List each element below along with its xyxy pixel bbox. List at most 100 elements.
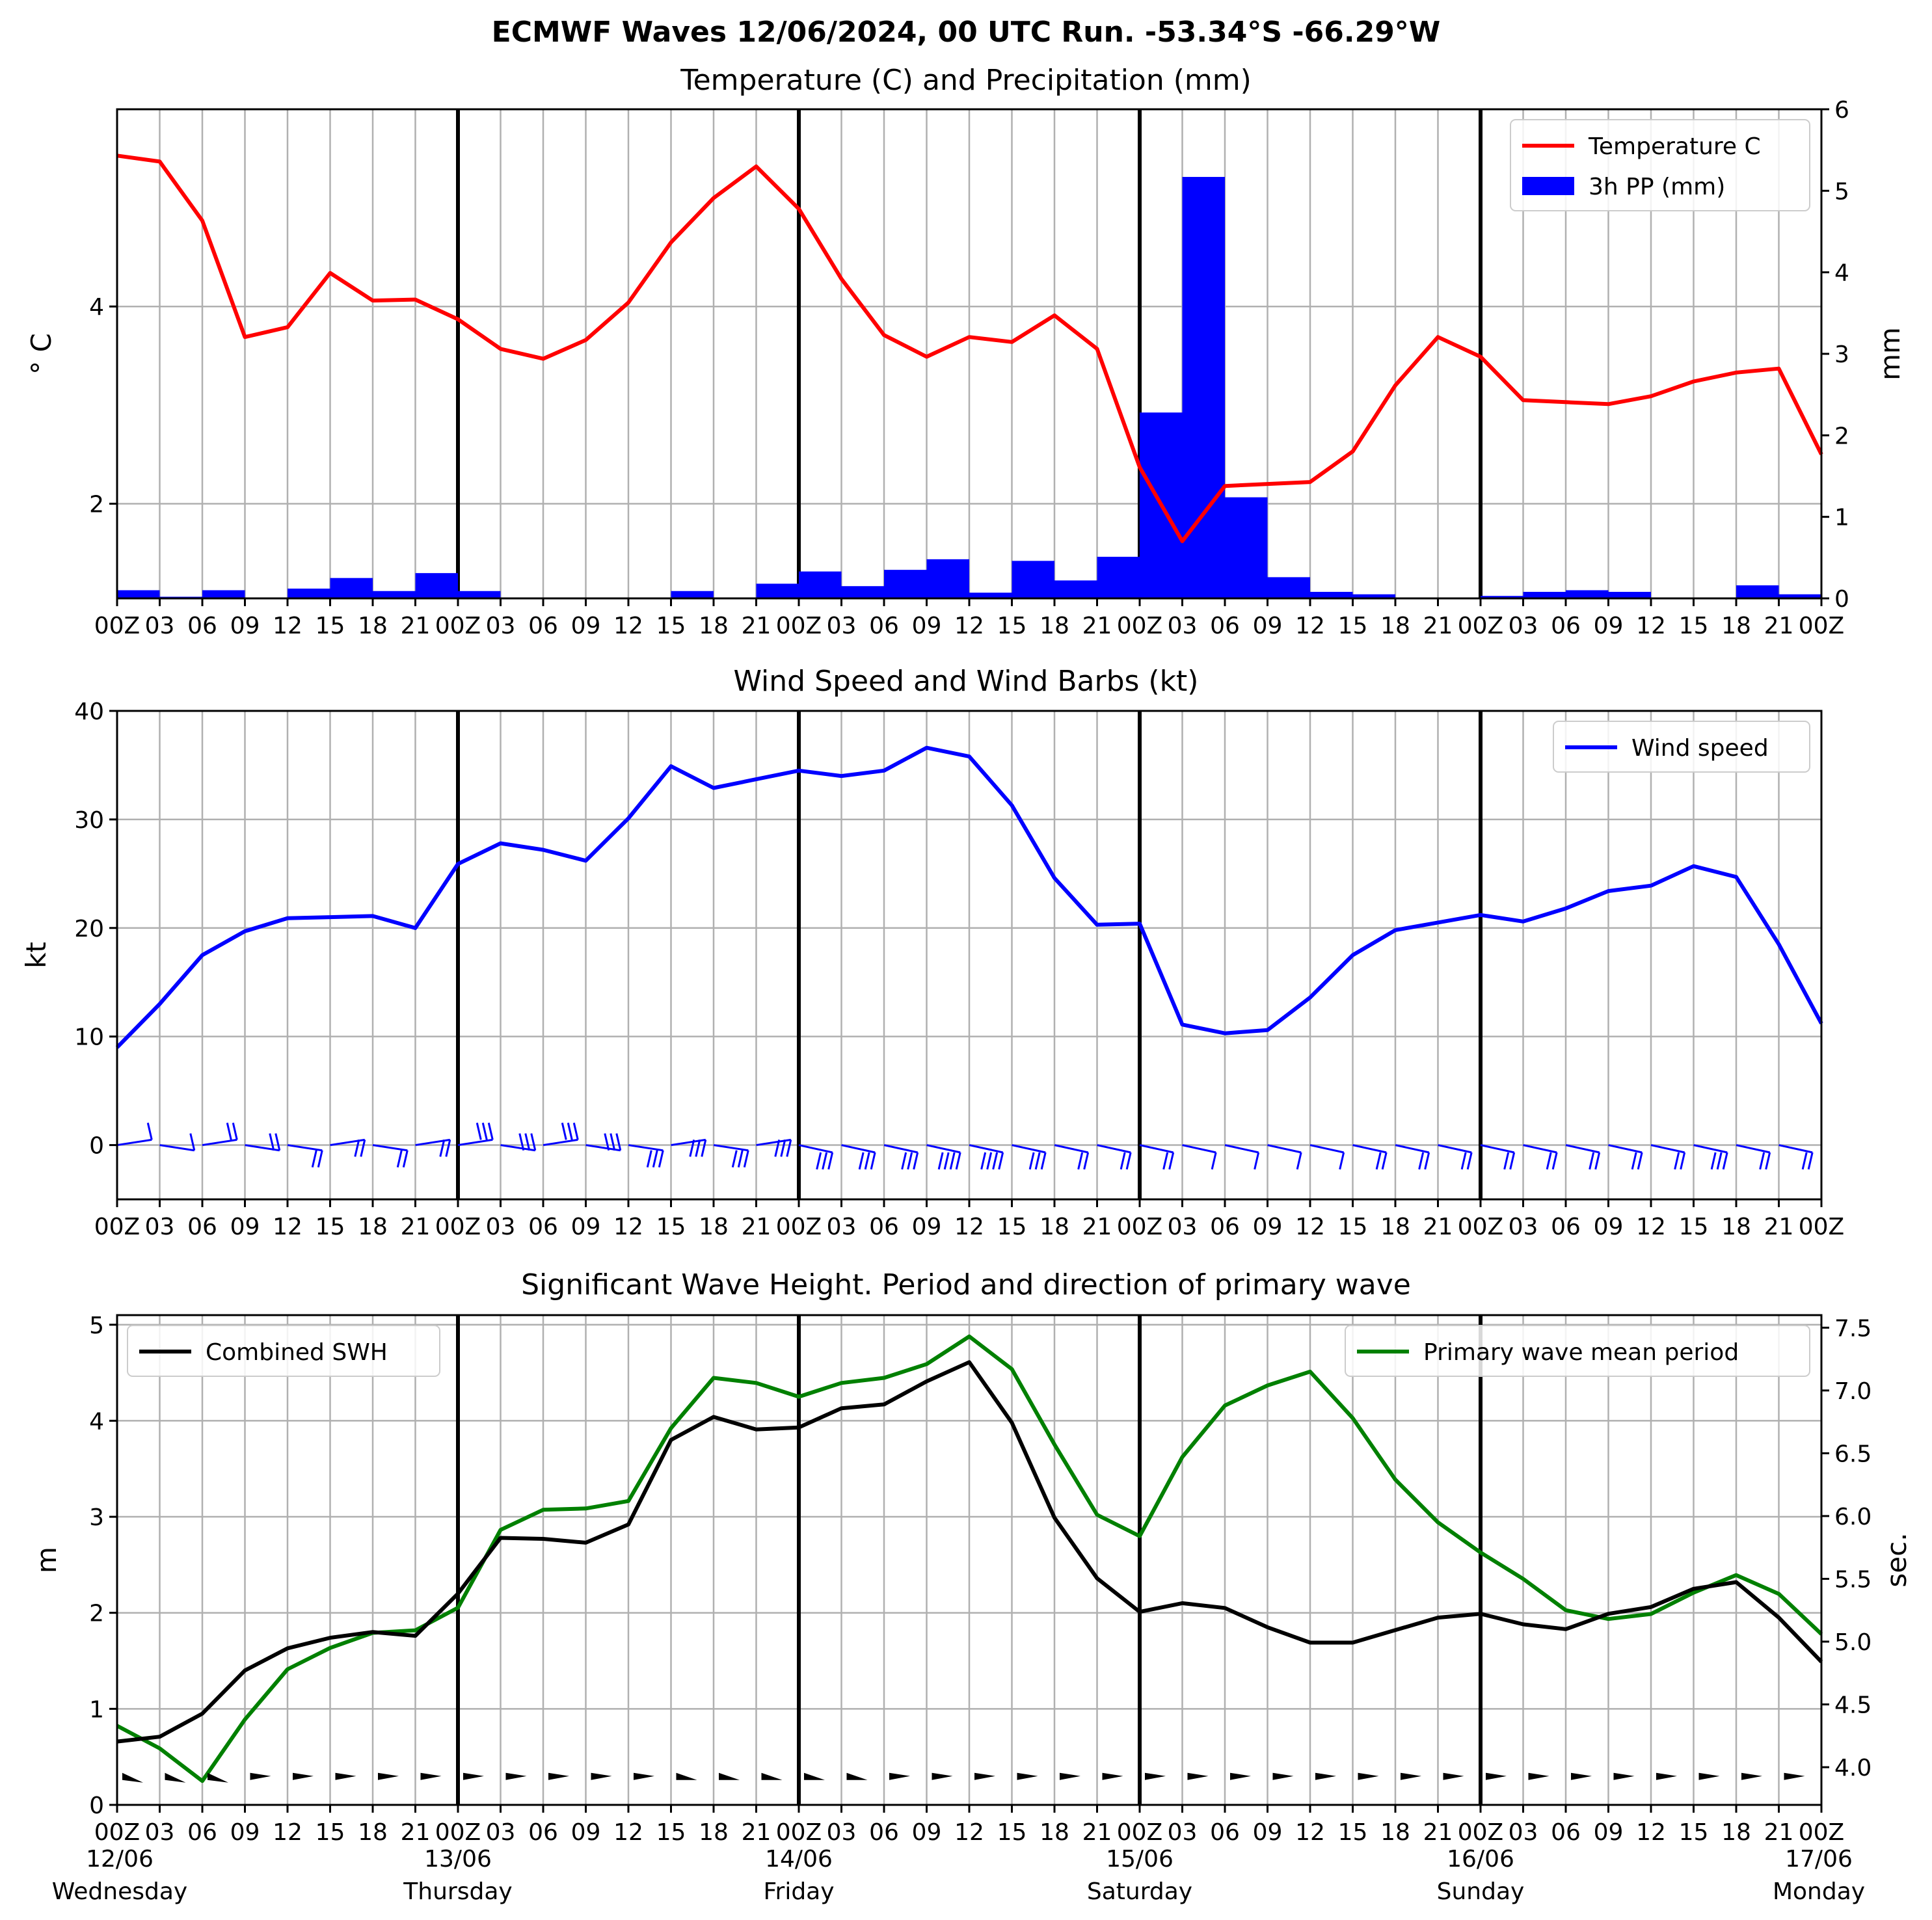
precip-bar: [1566, 590, 1609, 598]
x-tick-label: 21: [742, 613, 771, 639]
wave-direction-arrow: [591, 1772, 612, 1780]
x-tick-label: 03: [827, 613, 857, 639]
x-tick-label: 09: [571, 1819, 601, 1846]
x-tick-label: 15: [1679, 1819, 1709, 1846]
y2-tick-label: 5.0: [1834, 1629, 1872, 1656]
x-tick-label: 00Z: [776, 613, 822, 639]
y2-tick-label: 1: [1834, 505, 1849, 531]
y2-tick-label: 4.0: [1834, 1755, 1872, 1781]
wave-direction-arrow: [548, 1772, 569, 1780]
x-tick-label: 03: [486, 613, 516, 639]
x-tick-label: 18: [1040, 1214, 1069, 1240]
x-tick-label: 15: [656, 613, 686, 639]
wind-barb-feather: [481, 1123, 488, 1140]
wind-barb-feather: [1296, 1152, 1302, 1170]
wind-barb-feather: [1594, 1152, 1601, 1170]
wind-barb-feather: [870, 1152, 876, 1170]
swh-line: [116, 1360, 1823, 1744]
wind-barb-feather: [658, 1150, 664, 1168]
wind-barb-feather: [907, 1152, 913, 1170]
x-tick-label: 00Z: [435, 1819, 481, 1846]
x-tick-label: 21: [742, 1819, 771, 1846]
wind-barb-shaft: [1267, 1144, 1302, 1154]
precip-bar: [1481, 596, 1523, 598]
wind-barb-feather: [1028, 1152, 1035, 1170]
wave-direction-arrow: [378, 1772, 399, 1780]
x-tick-label: 06: [1551, 1819, 1581, 1846]
precip-bar: [1267, 577, 1310, 598]
wind-barb-feather: [1759, 1152, 1765, 1170]
x-tick-label: 00Z: [1458, 1214, 1503, 1240]
x-tick-label: 06: [528, 1819, 558, 1846]
wind-barb-shaft: [1224, 1144, 1259, 1154]
x-tick-label: 00Z: [435, 1214, 481, 1240]
wind-barb-feather: [864, 1152, 870, 1170]
wind-barb-feather: [1722, 1152, 1728, 1170]
day-name-label: Sunday: [1437, 1878, 1525, 1905]
wind-barb-feather: [1807, 1152, 1814, 1170]
wave-direction-arrow: [761, 1772, 783, 1780]
x-tick-label: 00Z: [776, 1819, 822, 1846]
legend-box: [1553, 721, 1810, 773]
y2-tick-label: 5.5: [1834, 1566, 1872, 1593]
y2-tick-label: 7.5: [1834, 1315, 1872, 1342]
wave-direction-arrow: [1784, 1772, 1805, 1780]
x-tick-label: 03: [145, 1819, 175, 1846]
x-tick-label: 15: [997, 613, 1027, 639]
wind-barb-feather: [232, 1123, 238, 1140]
wind-barb-feather: [275, 1133, 281, 1151]
wind-speed-line: [115, 745, 1823, 1049]
wind-barb-feather: [1503, 1152, 1510, 1170]
x-tick-label: 12: [613, 1214, 643, 1240]
x-tick-label: 09: [1594, 613, 1624, 639]
x-tick-label: 18: [1721, 1214, 1751, 1240]
wind-barb-feather: [1680, 1152, 1686, 1170]
wind-barb-feather: [695, 1140, 701, 1157]
precip-bar: [288, 588, 330, 598]
x-tick-label: 03: [145, 613, 175, 639]
wind-barb-feather: [604, 1133, 610, 1151]
precip-bar: [1012, 561, 1054, 598]
wave-direction-arrow: [1571, 1772, 1592, 1780]
x-tick-label: 18: [1040, 613, 1069, 639]
x-tick-label: 06: [1210, 613, 1240, 639]
x-tick-label: 15: [1338, 1214, 1368, 1240]
x-tick-label: 06: [187, 613, 217, 639]
x-tick-label: 03: [1168, 1819, 1198, 1846]
precip-bar: [884, 570, 927, 598]
x-tick-label: 06: [869, 613, 899, 639]
x-tick-label: 00Z: [1117, 613, 1162, 639]
wind-barb-feather: [743, 1150, 749, 1168]
wind-barb-feather: [561, 1123, 567, 1140]
y-tick-label: 20: [74, 916, 104, 942]
x-tick-label: 18: [699, 1214, 729, 1240]
x-tick-label: 15: [315, 1819, 345, 1846]
y2-tick-label: 5: [1834, 178, 1849, 205]
wind-barb-shaft: [457, 1138, 493, 1147]
y-tick-label: 1: [89, 1696, 104, 1723]
y-tick-label: 5: [89, 1313, 104, 1339]
x-tick-label: 03: [486, 1214, 516, 1240]
y-tick-label: 2: [89, 491, 104, 518]
wind-panel-title: Wind Speed and Wind Barbs (kt): [734, 665, 1199, 698]
x-tick-label: 09: [1594, 1214, 1624, 1240]
x-tick-label: 12: [273, 1819, 302, 1846]
x-tick-label: 12: [1295, 613, 1325, 639]
precip-bar: [1778, 594, 1821, 598]
wind-barb-shaft: [1565, 1144, 1600, 1154]
x-tick-label: 03: [1509, 1214, 1538, 1240]
precip-bar: [1352, 594, 1395, 598]
wind-barb-feather: [487, 1123, 494, 1140]
day-date-label: 14/06: [765, 1846, 833, 1873]
wind-barb-feather: [610, 1133, 616, 1151]
y2-tick-label: 7.0: [1834, 1378, 1872, 1405]
wind-barb-feather: [858, 1152, 865, 1170]
wind-barb-feather: [1637, 1152, 1643, 1170]
x-tick-label: 18: [1380, 1214, 1410, 1240]
wind-barb-feather: [354, 1140, 360, 1157]
precip-bar: [1182, 177, 1225, 598]
wind-barb-shaft: [1182, 1144, 1216, 1154]
wind-barb-shaft: [628, 1144, 664, 1152]
figure-title: ECMWF Waves 12/06/2024, 00 UTC Run. -53.…: [492, 16, 1441, 49]
